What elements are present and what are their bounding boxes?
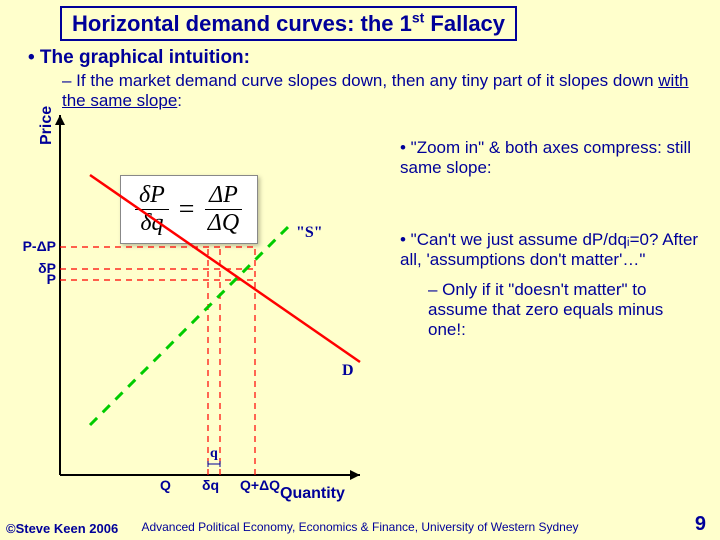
footer-course: Advanced Political Economy, Economics & … xyxy=(0,520,720,534)
bullet-zoom: • "Zoom in" & both axes compress: still … xyxy=(400,138,700,178)
bullet-main: • The graphical intuition: xyxy=(28,47,720,69)
x-axis-label: Quantity xyxy=(280,485,345,503)
svg-text:"S": "S" xyxy=(296,224,323,241)
sub1-a: – If the market demand curve slopes down… xyxy=(62,71,658,90)
page-number: 9 xyxy=(695,513,706,536)
slide-title: Horizontal demand curves: the 1st Fallac… xyxy=(60,6,517,41)
x-tick-label: Q+ΔQ xyxy=(240,477,280,493)
x-tick-label: Q xyxy=(160,477,171,493)
svg-text:q: q xyxy=(210,446,218,461)
y-tick-label: P-ΔP xyxy=(8,238,56,254)
y-axis-label: Price xyxy=(38,106,56,145)
demand-chart: "S"Dq Price Quantity PδPP-ΔPQδqQ+ΔQ xyxy=(40,95,380,495)
chart-svg: "S" Dq xyxy=(40,95,380,495)
right-column: • "Zoom in" & both axes compress: still … xyxy=(400,138,710,350)
title-text: Horizontal demand curves: the 1st Fallac… xyxy=(72,11,505,36)
x-tick-label: δq xyxy=(202,477,219,493)
bullet-only: – Only if it "doesn't matter" to assume … xyxy=(428,280,700,340)
svg-text:D: D xyxy=(342,362,354,379)
bullet-assume: • "Can't we just assume dP/dqᵢ=0? After … xyxy=(400,230,700,270)
y-tick-label: δP xyxy=(8,260,56,276)
